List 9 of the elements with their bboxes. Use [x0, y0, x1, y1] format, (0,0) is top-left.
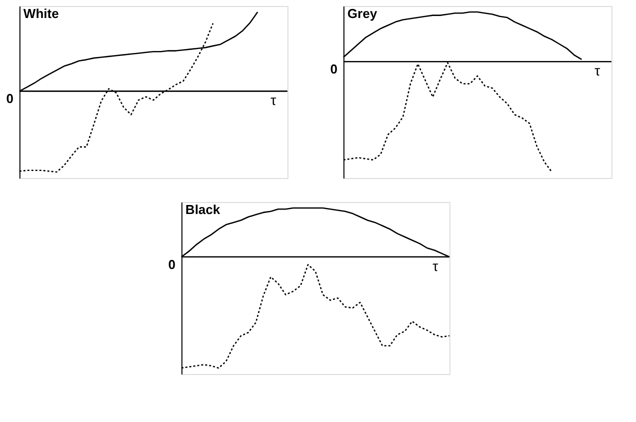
chart-title: White	[23, 6, 59, 21]
text: 0	[6, 91, 14, 106]
text: 0	[330, 62, 338, 77]
x-axis-title: τ	[432, 258, 439, 274]
x-axis-title: τ	[594, 62, 601, 79]
text: 0	[168, 256, 176, 272]
chart-title: Grey	[347, 6, 378, 21]
x-axis-title: τ	[270, 92, 277, 108]
chart-title: Black	[185, 202, 221, 217]
